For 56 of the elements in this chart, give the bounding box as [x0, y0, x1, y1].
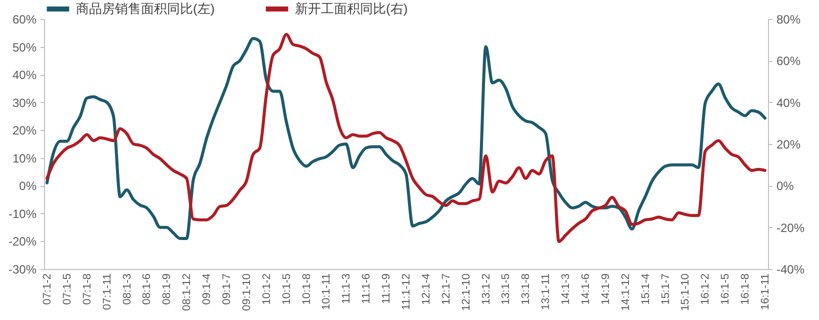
- x-tick-label: 10:1-11: [320, 274, 333, 310]
- y-tick-label: -30%: [8, 262, 37, 276]
- x-tick-label: 10:1-8: [300, 274, 313, 305]
- x-tick-label: 09:1-10: [240, 274, 253, 311]
- x-tick-label: 13:1-5: [500, 274, 512, 305]
- x-tick-label: 13:1-11: [540, 274, 552, 310]
- x-tick-label: 14:1-3: [560, 274, 572, 305]
- x-tick-label: 12:1-10: [460, 274, 472, 311]
- y-tick-label: 60%: [12, 12, 37, 26]
- x-tick-label: 14:1-12: [620, 274, 632, 311]
- x-tick-label: 07:1-11: [101, 274, 114, 310]
- y2-tick-label: 80%: [776, 12, 801, 26]
- x-tick-label: 12:1-7: [440, 274, 452, 305]
- y2-tick-label: 0%: [776, 179, 794, 194]
- y2-tick-label: -20%: [776, 220, 805, 235]
- x-tick-label: 08:1-6: [141, 274, 154, 305]
- x-tick-label: 11:1-12: [400, 274, 412, 310]
- y-tick-label: -20%: [8, 234, 37, 249]
- x-tick-label: 11:1-6: [360, 274, 373, 304]
- y-tick-label: 50%: [12, 40, 37, 54]
- y-tick-label: 20%: [12, 124, 37, 138]
- x-tick-label: 10:1-2: [260, 274, 273, 305]
- y2-tick-label: -40%: [776, 262, 805, 276]
- y-tick-label: -10%: [8, 206, 37, 221]
- x-tick-label: 13:1-2: [480, 274, 492, 305]
- y-tick-label: 0%: [19, 179, 37, 194]
- x-tick-label: 16:1-11: [760, 274, 772, 310]
- y-tick-label: 30%: [12, 96, 37, 110]
- x-tick-label: 16:1-5: [720, 274, 732, 305]
- legend-label: 商品房销售面积同比(左): [76, 1, 215, 16]
- legend-label: 新开工面积同比(右): [295, 1, 408, 16]
- x-tick-label: 07:1-5: [61, 274, 74, 305]
- x-tick-label: 10:1-5: [280, 274, 293, 305]
- x-tick-label: 16:1-8: [740, 274, 752, 305]
- y-tick-label: 40%: [12, 68, 37, 82]
- x-tick-label: 07:1-8: [81, 274, 94, 305]
- x-tick-label: 11:1-9: [380, 274, 393, 304]
- x-tick-label: 09:1-7: [220, 274, 233, 305]
- y2-tick-label: 40%: [776, 96, 801, 110]
- y2-tick-label: 20%: [776, 138, 801, 152]
- x-tick-label: 16:1-2: [700, 274, 712, 305]
- x-tick-label: 09:1-4: [201, 274, 214, 305]
- x-tick-label: 15:1-7: [660, 274, 672, 305]
- x-tick-label: 11:1-3: [340, 274, 353, 304]
- x-tick-label: 07:1-2: [41, 274, 54, 305]
- x-tick-label: 14:1-9: [600, 274, 612, 305]
- x-tick-label: 15:1-10: [680, 274, 692, 311]
- x-tick-label: 08:1-9: [161, 274, 174, 305]
- x-tick-label: 15:1-4: [640, 274, 652, 305]
- x-tick-label: 14:1-6: [580, 274, 592, 305]
- x-tick-label: 12:1-4: [420, 274, 432, 305]
- x-tick-label: 13:1-8: [520, 274, 532, 305]
- y2-tick-label: 60%: [776, 54, 801, 68]
- x-tick-label: 08:1-12: [181, 274, 194, 311]
- y-tick-label: 10%: [12, 151, 37, 166]
- x-tick-label: 08:1-3: [121, 274, 134, 305]
